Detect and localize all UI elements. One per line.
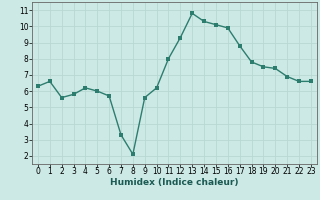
X-axis label: Humidex (Indice chaleur): Humidex (Indice chaleur) [110, 178, 239, 187]
